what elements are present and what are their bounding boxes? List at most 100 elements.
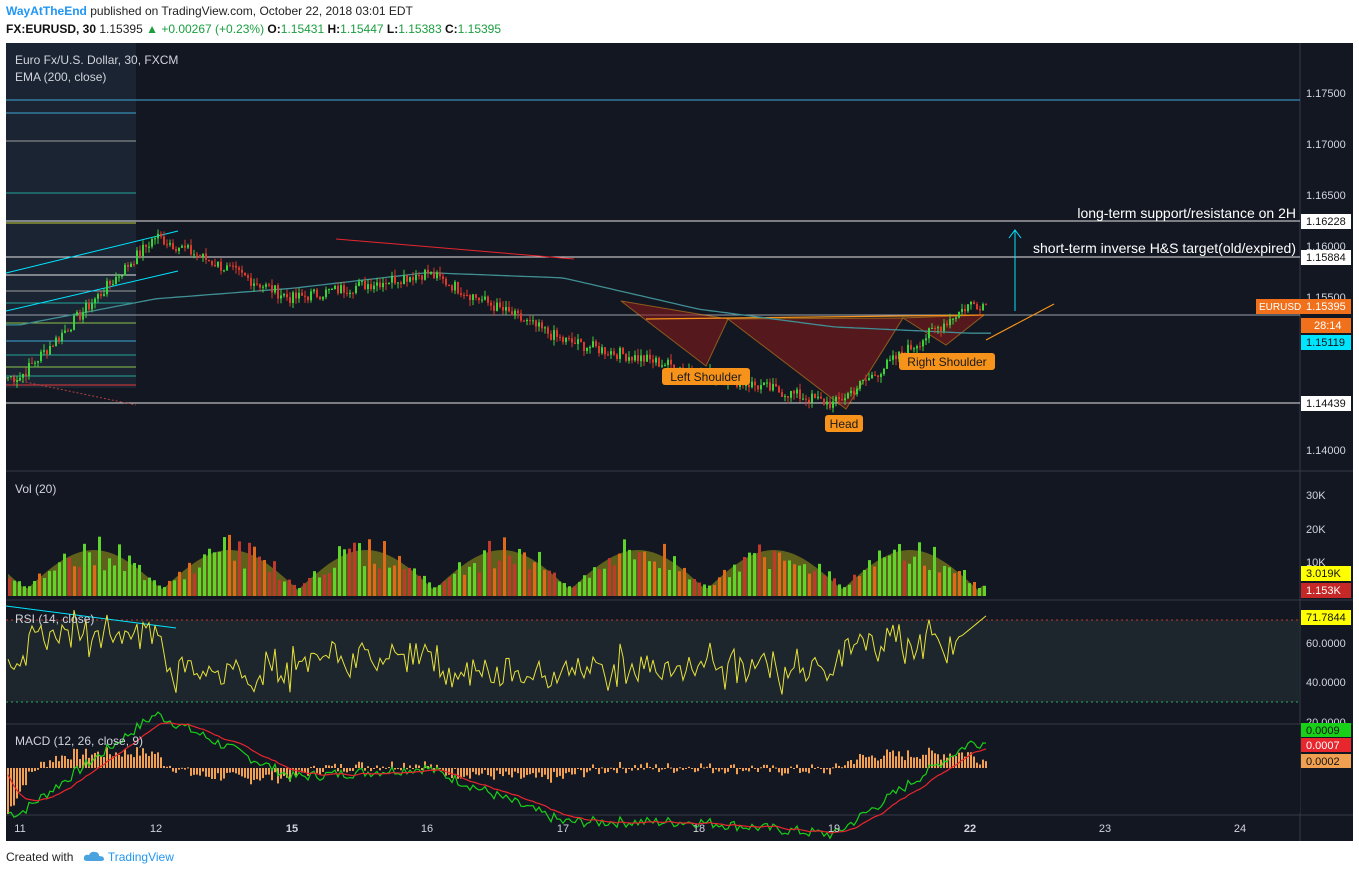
target-annotation[interactable]: short-term inverse H&S target(old/expire… — [1033, 240, 1296, 256]
volume-bar — [838, 584, 841, 596]
macd-hist-bar — [610, 767, 612, 769]
candle-body — [274, 285, 276, 293]
volume-bar — [718, 577, 721, 596]
rsi-line[interactable] — [7, 609, 987, 695]
rising-trendline[interactable] — [5, 230, 179, 274]
candle-body — [895, 355, 897, 360]
macd-hist-bar — [688, 766, 690, 768]
volume-bar — [803, 564, 806, 596]
macd-hist-bar — [127, 754, 129, 768]
ohlc-line: FX:EURUSD, 30 1.15395 ▲ +0.00267 (+0.23%… — [6, 22, 501, 36]
candle-body — [460, 293, 462, 296]
volume-bar — [303, 583, 306, 596]
volume-bar — [363, 566, 366, 596]
candle-body — [88, 302, 90, 310]
candle-body — [184, 245, 186, 248]
candle-body — [550, 333, 552, 340]
macd-hist-bar — [448, 768, 450, 775]
candle-body — [58, 337, 60, 341]
macd-hist-bar — [919, 758, 921, 768]
volume-bar — [308, 577, 311, 596]
chart-svg[interactable]: long-term support/resistance on 2H short… — [5, 43, 1353, 841]
candle-body — [862, 379, 864, 381]
neckline[interactable] — [645, 314, 985, 320]
candles-group[interactable] — [7, 229, 987, 413]
candle-body — [616, 354, 618, 359]
volume-bar — [678, 571, 681, 596]
volume-bar — [118, 544, 121, 596]
macd-hist-bar — [46, 766, 48, 768]
fib-retracement-box[interactable] — [6, 43, 136, 388]
macd-hist-bar — [697, 768, 699, 772]
candle-body — [40, 351, 42, 362]
tradingview-logo-link[interactable]: TradingView — [83, 850, 174, 864]
macd-hist-bar — [538, 768, 540, 773]
volume-bar — [288, 579, 291, 596]
macd-hist-bar — [898, 751, 900, 768]
candle-body — [61, 332, 63, 341]
candle-body — [484, 296, 486, 300]
vol-ma-badge: 1.153K — [1306, 585, 1342, 597]
volume-bar — [508, 555, 511, 596]
right-shoulder-label-bg[interactable] — [899, 353, 995, 370]
macd-hist-bar — [484, 768, 486, 770]
volume-bar — [493, 568, 496, 596]
volume-bar — [348, 548, 351, 596]
macd-hist-bar — [925, 754, 927, 768]
candle-body — [271, 285, 273, 293]
macd-hist-bar — [517, 768, 519, 774]
rising-channel-line[interactable] — [5, 270, 179, 312]
left-shoulder-label-bg[interactable] — [662, 368, 750, 385]
symbol-label[interactable]: FX:EURUSD, 30 — [6, 22, 97, 36]
candle-body — [328, 289, 330, 291]
macd-hist-bar — [157, 752, 159, 768]
volume-bar — [213, 552, 216, 596]
macd-hist-bar — [937, 754, 939, 768]
macd-hist-bar — [358, 761, 360, 768]
macd-hist-bar — [187, 767, 189, 769]
time-tick: 24 — [1234, 823, 1246, 835]
candle-body — [370, 284, 372, 290]
neckline-ascending[interactable] — [985, 303, 1055, 341]
macd-hist-bar — [169, 765, 171, 768]
falling-trendline[interactable] — [335, 238, 575, 260]
volume-bar — [703, 584, 706, 596]
macd-hist-bar — [844, 765, 846, 768]
candle-body — [265, 284, 267, 287]
volume-bar — [623, 539, 626, 596]
candle-body — [673, 364, 675, 372]
candle-body — [247, 275, 249, 278]
candle-body — [268, 284, 270, 286]
volume-bar — [528, 569, 531, 596]
candle-body — [376, 282, 378, 286]
volume-bar — [233, 560, 236, 596]
macd-hist-bar — [64, 755, 66, 768]
macd-hist-bar — [478, 768, 480, 776]
volume-bar — [888, 555, 891, 596]
ema-line[interactable] — [6, 272, 991, 334]
volume-bar — [388, 567, 391, 596]
candle-body — [124, 264, 126, 276]
macd-hist-bar — [820, 768, 822, 769]
macd-hist-bar — [205, 768, 207, 777]
volume-bar — [458, 562, 461, 596]
author-link[interactable]: WayAtTheEnd — [6, 4, 87, 18]
candle-body — [562, 337, 564, 342]
volume-ma-area — [8, 550, 986, 596]
support-annotation[interactable]: long-term support/resistance on 2H — [1077, 205, 1296, 221]
head-label-bg[interactable] — [825, 415, 863, 432]
macd-hist-bar — [613, 768, 615, 771]
macd-hist-bar — [178, 768, 180, 770]
left-shoulder-shape[interactable] — [620, 300, 729, 367]
low-value: 1.15383 — [398, 22, 442, 36]
chart-area[interactable]: long-term support/resistance on 2H short… — [5, 43, 1353, 841]
candle-body — [523, 320, 525, 322]
macd-hist-bar — [175, 768, 177, 773]
macd-hist-bar — [196, 768, 198, 775]
candle-body — [811, 393, 813, 403]
tradingview-brand[interactable]: TradingView — [107, 850, 174, 864]
volume-bar — [558, 581, 561, 596]
candle-body — [928, 328, 930, 339]
candle-body — [628, 357, 630, 361]
signal-line[interactable] — [7, 722, 987, 834]
